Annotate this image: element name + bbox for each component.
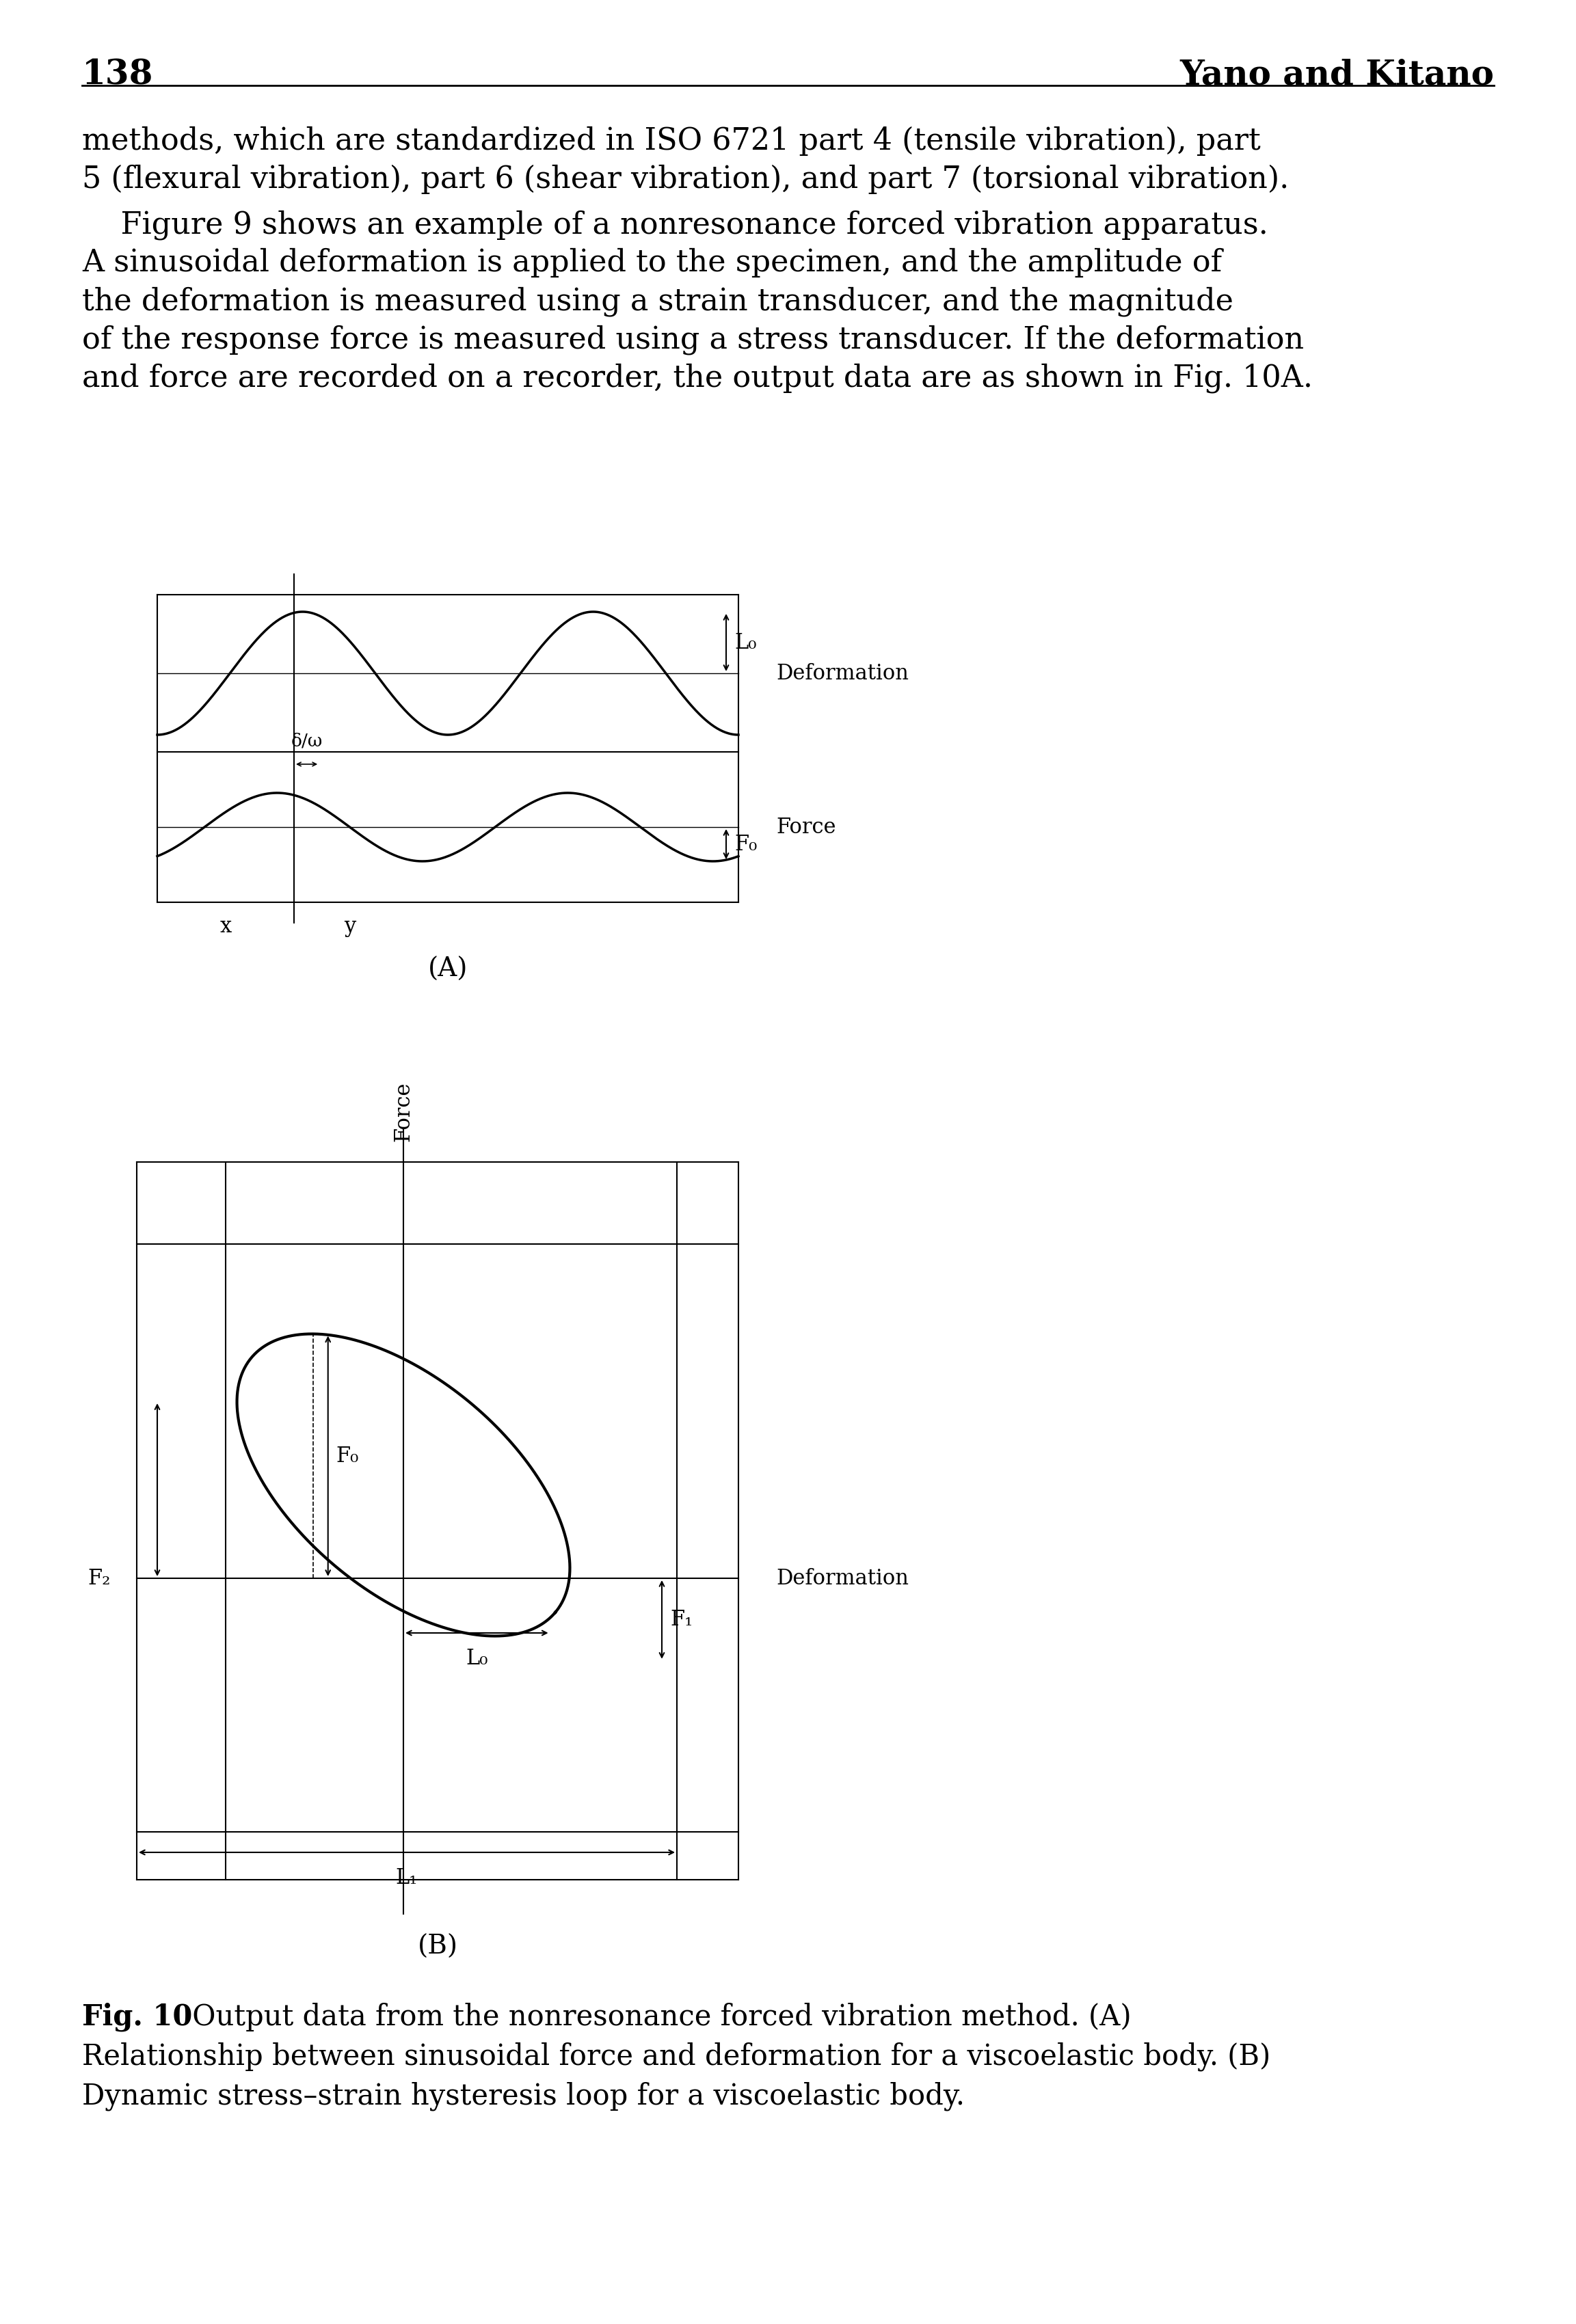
Text: the deformation is measured using a strain transducer, and the magnitude: the deformation is measured using a stra… [82, 286, 1234, 316]
Text: F₁: F₁ [670, 1608, 693, 1629]
Text: Fig. 10: Fig. 10 [82, 2003, 192, 2031]
Text: Figure 9 shows an example of a nonresonance forced vibration apparatus.: Figure 9 shows an example of a nonresona… [82, 209, 1269, 239]
Text: (B): (B) [418, 1934, 457, 1959]
Text: L₁: L₁ [396, 1868, 418, 1889]
Text: of the response force is measured using a stress transducer. If the deformation: of the response force is measured using … [82, 325, 1303, 356]
Text: and force are recorded on a recorder, the output data are as shown in Fig. 10A.: and force are recorded on a recorder, th… [82, 363, 1313, 393]
Text: A sinusoidal deformation is applied to the specimen, and the amplitude of: A sinusoidal deformation is applied to t… [82, 249, 1221, 277]
Text: F₀: F₀ [336, 1446, 359, 1466]
Text: Output data from the nonresonance forced vibration method. (A): Output data from the nonresonance forced… [183, 2003, 1132, 2031]
Text: δ/ω: δ/ω [292, 732, 323, 748]
Text: Yano and Kitano: Yano and Kitano [1179, 58, 1494, 91]
Text: L₀: L₀ [465, 1648, 489, 1669]
Text: Force: Force [392, 1081, 414, 1141]
Text: Force: Force [775, 816, 835, 837]
Text: Relationship between sinusoidal force and deformation for a viscoelastic body. (: Relationship between sinusoidal force an… [82, 2043, 1270, 2071]
Text: 5 (flexural vibration), part 6 (shear vibration), and part 7 (torsional vibratio: 5 (flexural vibration), part 6 (shear vi… [82, 165, 1289, 195]
Text: Deformation: Deformation [775, 662, 909, 683]
Text: F₂: F₂ [88, 1569, 110, 1590]
Text: (A): (A) [427, 957, 468, 983]
Text: methods, which are standardized in ISO 6721 part 4 (tensile vibration), part: methods, which are standardized in ISO 6… [82, 125, 1261, 156]
Text: F₀: F₀ [734, 834, 756, 855]
Text: L₀: L₀ [734, 632, 756, 653]
Text: Dynamic stress–strain hysteresis loop for a viscoelastic body.: Dynamic stress–strain hysteresis loop fo… [82, 2082, 965, 2110]
Text: 138: 138 [82, 58, 153, 91]
Text: y: y [344, 916, 356, 937]
Text: x: x [219, 916, 232, 937]
Text: Deformation: Deformation [775, 1569, 909, 1590]
